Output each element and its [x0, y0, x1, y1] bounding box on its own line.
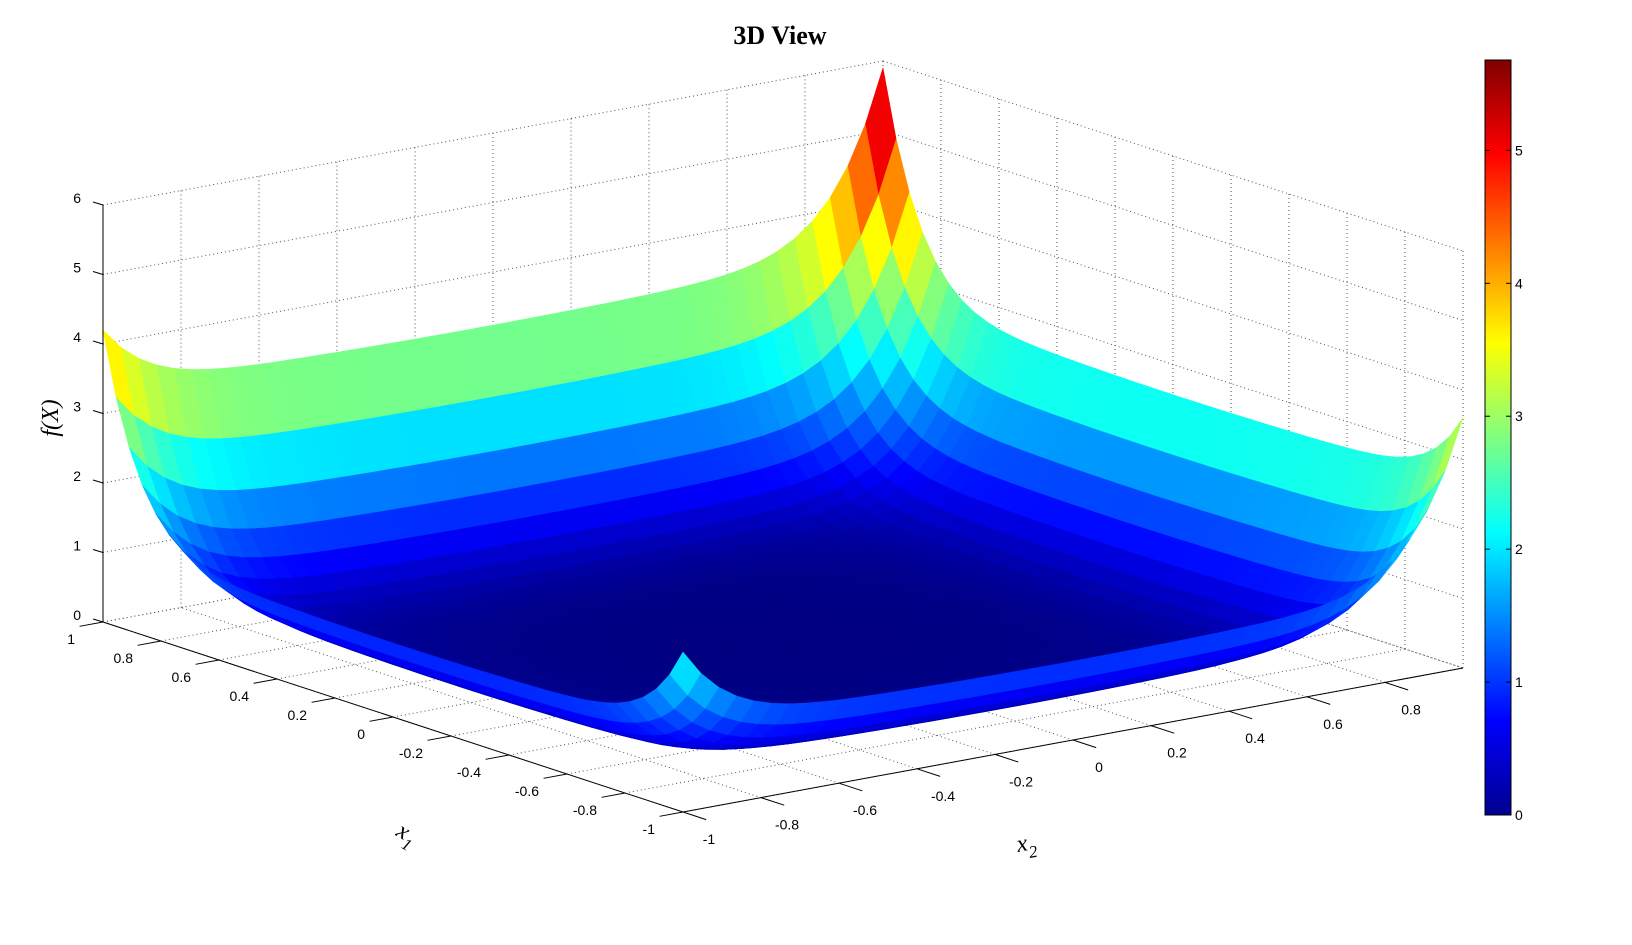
z-tick-mark — [92, 340, 104, 345]
x-tick-label: -0.4 — [457, 764, 481, 780]
y-tick-mark — [760, 797, 785, 806]
x-tick-label: -0.6 — [515, 783, 539, 799]
x-tick-mark — [427, 735, 452, 741]
axes: -1 -0.8 -0.6 -0.4 -0.2 0 0.2 0.4 0.6 0.8 1 -1 -0.8 -0… — [67, 190, 1464, 847]
x-tick-mark — [311, 697, 336, 703]
svg-text:x2: x2 — [1014, 829, 1040, 864]
x-tick-label: 0.6 — [172, 669, 192, 685]
colorbar — [1484, 59, 1512, 816]
surface-patch — [669, 651, 702, 696]
x-tick-mark — [543, 773, 568, 779]
z-tick-mark — [92, 618, 104, 623]
colorbar-tick-label: 4 — [1515, 275, 1523, 291]
y-tick-label: 0.2 — [1167, 745, 1187, 761]
y-tick-label: 0.4 — [1245, 730, 1265, 746]
x-tick-mark — [79, 621, 104, 627]
x-tick-label: 0 — [357, 726, 365, 742]
x-tick-mark — [485, 754, 510, 760]
x-tick-mark — [659, 811, 684, 817]
x-tick-mark — [253, 678, 278, 684]
y-tick-mark — [682, 811, 707, 821]
surface — [102, 67, 1464, 750]
z-tick-label: 1 — [73, 538, 81, 554]
wall-gridline — [882, 269, 1464, 460]
y-tick-mark — [1228, 710, 1253, 720]
colorbar-tick-label: 5 — [1515, 142, 1523, 158]
colorbar-tick-label: 3 — [1515, 408, 1523, 424]
x-tick-label: -0.2 — [399, 745, 423, 761]
y-tick-label: 0 — [1095, 759, 1103, 775]
wall-gridline — [882, 130, 1464, 321]
z-tick-mark — [92, 271, 104, 275]
z-tick-label: 4 — [73, 329, 81, 345]
wall-gridline — [102, 60, 884, 206]
floor-gridline — [180, 607, 762, 799]
y-axis-label: x2 — [1014, 829, 1040, 864]
z-axis-label: f(X) — [38, 399, 64, 436]
colorbar-tick-label: 1 — [1515, 674, 1523, 690]
z-tick-label: 0 — [73, 607, 81, 623]
x-tick-label: 0.4 — [230, 688, 250, 704]
x-tick-label: -0.8 — [573, 802, 597, 818]
z-tick-label: 5 — [73, 260, 81, 276]
z-tick-mark — [92, 549, 104, 553]
wall-gridline — [882, 60, 1464, 252]
x-tick-label: 0.8 — [114, 650, 134, 666]
x-tick-mark — [137, 640, 162, 646]
wall-gridline — [102, 130, 884, 275]
y-tick-mark — [1306, 696, 1331, 705]
colorbar-tick-label: 0 — [1515, 807, 1523, 823]
y-tick-mark — [838, 782, 863, 792]
z-tick-label: 6 — [73, 190, 81, 206]
x-axis-label: x1 — [388, 817, 421, 855]
y-tick-label: -0.8 — [775, 817, 799, 833]
colorbar-tick-label: 2 — [1515, 541, 1523, 557]
y-tick-label: -1 — [703, 831, 716, 847]
wall-gridline — [102, 199, 884, 345]
x-tick-mark — [195, 659, 220, 665]
floor-gridline — [624, 648, 1406, 794]
y-tick-label: -0.4 — [931, 788, 955, 804]
wall-gridline — [882, 199, 1464, 391]
z-tick-label: 2 — [73, 468, 81, 484]
y-tick-mark — [1072, 739, 1097, 749]
y-tick-mark — [1150, 725, 1175, 734]
x-tick-mark — [601, 792, 626, 798]
y-tick-label: 0.6 — [1323, 716, 1343, 732]
y-tick-label: -0.6 — [853, 802, 877, 818]
x-tick-mark — [369, 716, 394, 722]
x-tick-label: -1 — [643, 821, 656, 837]
x-tick-label: 1 — [67, 631, 75, 647]
y-tick-label: 0.8 — [1401, 701, 1421, 717]
z-tick-mark — [92, 410, 104, 414]
colorbar-ticks: 0 1 2 3 4 5 — [1485, 142, 1523, 823]
y-tick-mark — [1384, 681, 1409, 691]
wall-gridline — [882, 477, 1464, 669]
chart-title: 3D View — [733, 21, 826, 50]
y-tick-label: -0.2 — [1009, 773, 1033, 789]
z-tick-mark — [92, 201, 104, 206]
z-tick-label: 3 — [73, 399, 81, 415]
y-tick-mark — [994, 753, 1019, 763]
z-tick-mark — [92, 479, 104, 484]
svg-text:x1: x1 — [388, 817, 421, 855]
x-tick-label: 0.2 — [288, 707, 308, 723]
y-tick-mark — [916, 768, 941, 777]
